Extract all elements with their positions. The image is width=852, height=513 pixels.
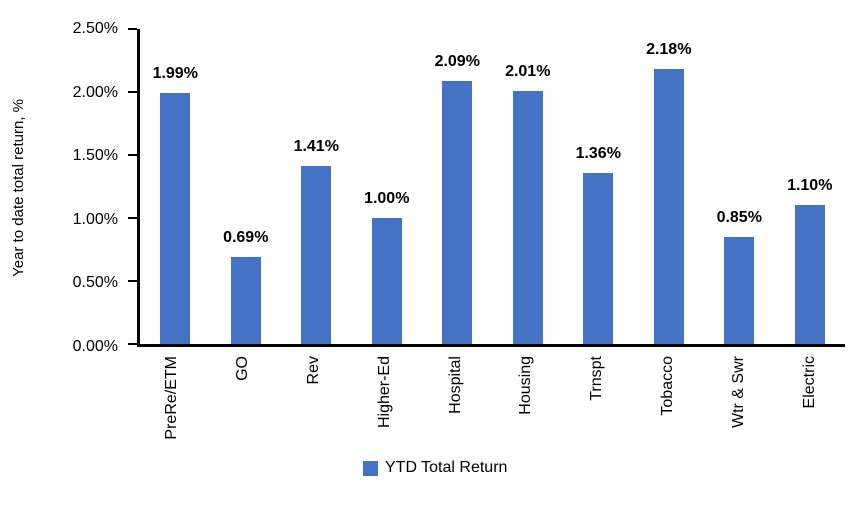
bar-slot: 2.01% [493,29,564,344]
bar-value-label: 1.36% [575,144,621,162]
bar-value-label: 0.85% [716,208,762,226]
bar [653,69,684,344]
x-tick-label: Trnspt [588,356,606,401]
bar-value-label: 1.00% [364,190,410,207]
x-tick-cell: Electric [774,356,845,456]
bar-slot: 1.36% [563,29,634,344]
bar-slot: 1.00% [352,29,423,344]
bar [442,80,473,344]
y-tick-label: 2.00% [72,83,118,101]
plot-area: 1.99% 0.69% 1.41% 1.00% 2.09% 2.01% 1.36% 2.18%… [128,28,845,347]
bar-value-label: 1.99% [152,65,198,83]
x-tick-label: GO [234,356,252,381]
legend-label: YTD Total Return [385,459,508,476]
x-tick-label: Higher-Ed [375,356,393,429]
y-tick-mark [128,154,137,156]
y-tick-labels: 0.00% 0.50% 1.00% 1.50% 2.00% 2.50% [0,20,118,355]
x-tick-label: Rev [304,356,322,385]
y-tick-label: 2.50% [72,20,118,37]
bar-slot: 1.99% [140,29,211,344]
x-tick-cell: Housing [491,356,562,456]
bars: 1.99% 0.69% 1.41% 1.00% 2.09% 2.01% 1.36% 2.18%… [140,29,845,344]
x-tick-cell: Wtr & Swr [703,356,774,456]
y-tick-mark [128,343,137,345]
bar [583,172,614,344]
bar [160,93,191,344]
x-tick-label: PreRe/ETM [163,356,181,440]
y-tick-mark [128,28,137,30]
bar-value-label: 2.09% [434,52,480,70]
x-tick-cell: Trnspt [562,356,633,456]
bar-slot: 2.18% [634,29,705,344]
x-tick-cell: GO [208,356,279,456]
bar [301,166,332,344]
x-tick-cell: Hospital [420,356,491,456]
bar [794,205,825,344]
x-tick-label: Tobacco [658,356,676,416]
y-tick-label: 1.50% [72,147,118,165]
x-tick-cell: Higher-Ed [349,356,420,456]
bar [724,236,755,344]
y-tick-mark [128,217,137,219]
y-tick-mark [128,280,137,282]
bar-slot: 2.09% [422,29,493,344]
x-tick-labels: PreRe/ETM GO Rev Higher-Ed Hospital Housing Tr… [137,356,845,456]
bar-value-label: 2.18% [646,41,692,59]
x-tick-cell: PreRe/ETM [137,356,208,456]
x-tick-cell: Rev [279,356,350,456]
bar-value-label: 2.01% [505,62,551,80]
x-tick-cell: Tobacco [633,356,704,456]
y-tick-label: 0.00% [72,338,118,355]
x-tick-label: Wtr & Swr [729,356,747,428]
bar-value-label: 1.41% [293,138,339,156]
bar-slot: 1.41% [281,29,352,344]
y-tick-label: 1.00% [72,210,118,228]
x-tick-label: Hospital [446,356,464,414]
legend-swatch-icon [363,460,378,476]
bar-value-label: 0.69% [223,229,269,247]
y-tick-label: 0.50% [72,274,118,292]
bar-slot: 0.69% [211,29,282,344]
bar [371,218,402,344]
bar-slot: 0.85% [704,29,775,344]
y-tick-mark [128,91,137,93]
x-tick-label: Electric [800,356,818,409]
legend: YTD Total Return [363,459,507,477]
bar-slot: 1.10% [775,29,846,344]
bar [512,90,543,344]
x-tick-label: Housing [517,356,535,415]
bar-value-label: 1.10% [787,177,833,195]
bar [230,257,261,344]
